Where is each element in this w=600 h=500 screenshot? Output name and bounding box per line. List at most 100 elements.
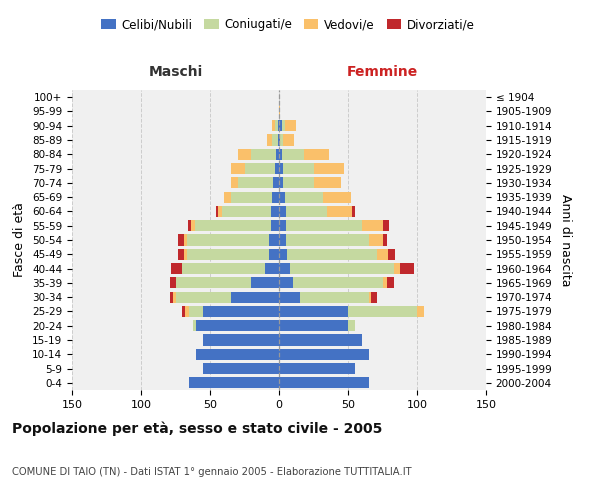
Bar [223,206,271,217]
Bar [215,206,218,217]
Bar [304,148,329,160]
Bar [182,306,185,317]
Bar [230,292,279,302]
Bar [187,248,269,260]
Bar [386,278,394,288]
Bar [269,248,279,260]
Bar [173,292,176,302]
Bar [417,306,424,317]
Bar [280,134,283,145]
Bar [286,206,328,217]
Bar [251,278,279,288]
Bar [193,320,196,332]
Bar [368,292,371,302]
Bar [275,163,279,174]
Bar [283,163,314,174]
Bar [286,234,368,246]
Bar [287,248,377,260]
Bar [352,206,355,217]
Bar [272,192,279,202]
Bar [274,178,279,188]
Bar [368,234,383,246]
Bar [170,292,173,302]
Text: Maschi: Maschi [148,66,203,80]
Bar [279,178,283,188]
Bar [279,192,284,202]
Text: Popolazione per età, sesso e stato civile - 2005: Popolazione per età, sesso e stato civil… [12,421,382,436]
Bar [279,148,282,160]
Legend: Celibi/Nubili, Coniugati/e, Vedovi/e, Divorziati/e: Celibi/Nubili, Coniugati/e, Vedovi/e, Di… [97,14,479,36]
Bar [283,134,294,145]
Y-axis label: Anni di nascita: Anni di nascita [559,194,572,286]
Text: Femmine: Femmine [347,66,418,80]
Bar [272,120,275,132]
Bar [238,148,251,160]
Bar [383,220,389,232]
Bar [279,206,286,217]
Bar [279,263,290,274]
Bar [218,206,223,217]
Bar [251,148,276,160]
Bar [191,220,195,232]
Bar [178,248,184,260]
Bar [238,178,274,188]
Bar [323,192,351,202]
Bar [283,178,314,188]
Bar [278,134,279,145]
Bar [282,120,284,132]
Bar [185,306,190,317]
Bar [290,263,394,274]
Bar [279,292,300,302]
Bar [383,234,386,246]
Bar [276,148,279,160]
Bar [187,234,269,246]
Bar [293,278,383,288]
Bar [279,106,280,117]
Bar [400,263,414,274]
Bar [348,306,417,317]
Bar [314,163,344,174]
Bar [279,278,293,288]
Bar [284,192,323,202]
Bar [203,334,279,345]
Bar [230,163,245,174]
Bar [190,378,279,388]
Bar [279,320,348,332]
Bar [188,220,191,232]
Bar [394,263,400,274]
Bar [348,320,355,332]
Bar [271,220,279,232]
Bar [231,192,272,202]
Bar [377,248,388,260]
Bar [286,220,362,232]
Bar [272,134,278,145]
Bar [170,278,176,288]
Bar [388,248,395,260]
Bar [203,306,279,317]
Bar [279,120,282,132]
Text: COMUNE DI TAIO (TN) - Dati ISTAT 1° gennaio 2005 - Elaborazione TUTTITALIA.IT: COMUNE DI TAIO (TN) - Dati ISTAT 1° genn… [12,467,412,477]
Bar [300,292,368,302]
Bar [279,163,283,174]
Bar [265,263,279,274]
Bar [190,306,203,317]
Bar [184,234,187,246]
Bar [224,192,230,202]
Bar [196,348,279,360]
Bar [271,206,279,217]
Bar [172,263,182,274]
Bar [279,334,362,345]
Bar [176,292,230,302]
Y-axis label: Fasce di età: Fasce di età [13,202,26,278]
Bar [230,178,238,188]
Bar [282,148,304,160]
Bar [178,234,184,246]
Bar [383,278,386,288]
Bar [362,220,383,232]
Bar [314,178,341,188]
Bar [266,134,272,145]
Bar [176,278,251,288]
Bar [328,206,352,217]
Bar [279,220,286,232]
Bar [279,234,286,246]
